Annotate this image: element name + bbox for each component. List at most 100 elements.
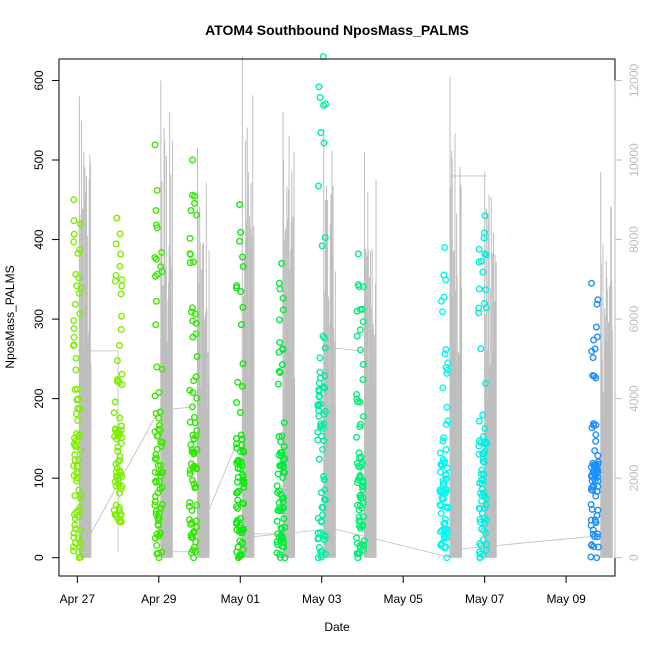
- data-point: [191, 199, 199, 207]
- data-point: [437, 297, 445, 305]
- data-point: [321, 233, 329, 241]
- data-point: [444, 417, 452, 425]
- data-point: [442, 420, 450, 428]
- data-point: [279, 498, 287, 506]
- data-point: [438, 494, 446, 502]
- x-tick-label: May 01: [221, 592, 261, 606]
- data-point: [152, 507, 160, 515]
- data-point: [356, 346, 364, 354]
- data-point: [71, 456, 79, 464]
- data-point: [279, 346, 287, 354]
- data-point: [113, 464, 121, 472]
- data-points: [69, 53, 602, 562]
- data-point: [320, 383, 328, 391]
- data-point: [112, 272, 120, 280]
- data-point: [277, 531, 285, 539]
- data-point: [354, 250, 362, 258]
- data-point: [481, 425, 489, 433]
- data-point: [315, 412, 323, 420]
- data-point: [475, 548, 483, 556]
- data-point: [356, 544, 364, 552]
- data-point: [278, 432, 286, 440]
- data-point: [587, 472, 595, 480]
- data-point: [589, 354, 597, 362]
- data-point: [233, 489, 241, 497]
- secondary-y-axis: 0 2000 4000 6000 8000 10000 12000: [614, 63, 641, 561]
- data-point: [111, 433, 119, 441]
- data-point: [186, 234, 194, 242]
- data-point: [117, 250, 125, 258]
- data-point: [278, 361, 286, 369]
- data-point: [74, 249, 82, 257]
- data-point: [151, 468, 159, 476]
- data-point: [444, 359, 452, 367]
- data-point: [237, 431, 245, 439]
- data-point: [238, 383, 246, 391]
- data-point: [273, 482, 281, 490]
- data-point: [359, 413, 367, 421]
- data-point: [276, 338, 284, 346]
- data-point: [275, 506, 283, 514]
- data-point: [318, 503, 326, 511]
- data-point: [358, 483, 366, 491]
- data-point: [193, 426, 201, 434]
- data-point: [354, 398, 362, 406]
- data-point: [590, 483, 598, 491]
- data-point: [592, 492, 600, 500]
- data-point: [481, 212, 489, 220]
- data-point: [592, 323, 600, 331]
- data-point: [112, 501, 120, 509]
- data-point: [436, 449, 444, 457]
- data-point: [436, 528, 444, 536]
- data-point: [319, 511, 327, 519]
- data-point: [355, 474, 363, 482]
- data-point: [70, 547, 78, 555]
- data-point: [276, 285, 284, 293]
- data-point: [236, 237, 244, 245]
- data-point: [442, 470, 450, 478]
- data-point: [477, 439, 485, 447]
- data-point: [321, 100, 329, 108]
- data-point: [359, 376, 367, 384]
- data-point: [236, 201, 244, 209]
- y-tick-label: 200: [32, 388, 46, 408]
- data-point: [185, 516, 193, 524]
- data-point: [239, 303, 247, 311]
- x-tick-label: May 05: [384, 592, 424, 606]
- data-point: [315, 83, 323, 91]
- data-point: [314, 401, 322, 409]
- data-point: [318, 432, 326, 440]
- data-point: [73, 385, 81, 393]
- data-point: [118, 276, 126, 284]
- data-point: [356, 423, 364, 431]
- data-point: [73, 477, 81, 485]
- data-point: [321, 550, 329, 558]
- x-axis-label: Date: [324, 620, 350, 634]
- data-point: [442, 543, 450, 551]
- secondary-y-tick-label: 0: [627, 554, 641, 561]
- data-point: [357, 463, 365, 471]
- data-point: [237, 514, 245, 522]
- data-point: [154, 462, 162, 470]
- data-point: [116, 456, 124, 464]
- data-point: [321, 384, 329, 392]
- secondary-y-tick-label: 12000: [627, 63, 641, 97]
- data-point: [273, 517, 281, 525]
- data-point: [315, 379, 323, 387]
- data-point: [355, 454, 363, 462]
- data-point: [189, 389, 197, 397]
- data-point: [236, 551, 244, 559]
- data-point: [190, 528, 198, 536]
- data-point: [153, 186, 161, 194]
- data-point: [239, 360, 247, 368]
- y-axis: 0 100 200 300 400 500 600: [32, 70, 60, 561]
- data-point: [235, 528, 243, 536]
- data-point: [75, 456, 83, 464]
- data-point: [477, 345, 485, 353]
- data-point: [235, 456, 243, 464]
- data-point: [154, 521, 162, 529]
- data-point: [482, 251, 490, 259]
- plot-area: [58, 58, 616, 577]
- data-point: [319, 445, 327, 453]
- data-point: [114, 443, 122, 451]
